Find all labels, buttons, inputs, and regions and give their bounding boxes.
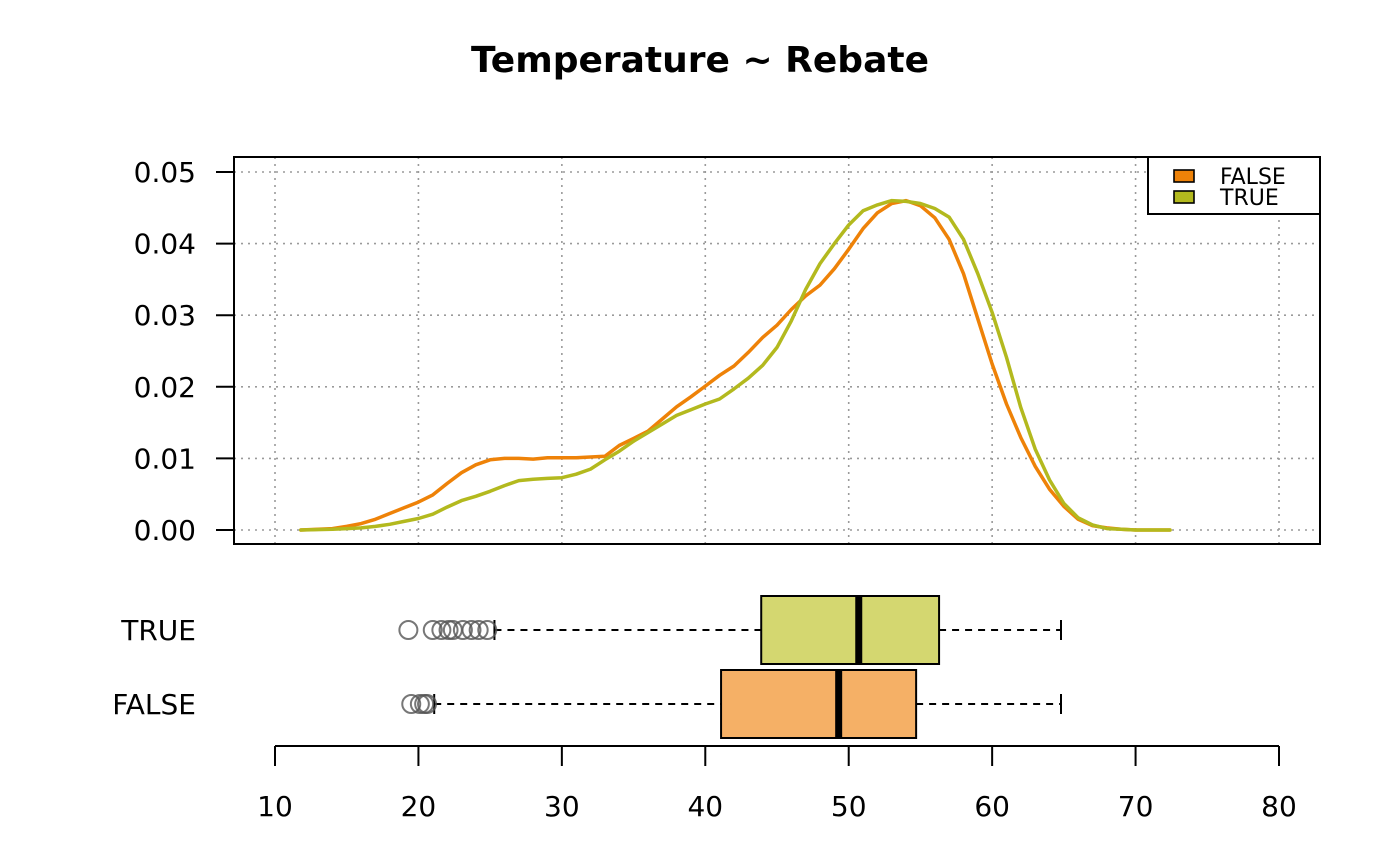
- y-tick-label: 0.05: [134, 156, 196, 189]
- density-line-true: [299, 198, 1172, 532]
- legend-box: [1147, 156, 1321, 215]
- outlier-point: [442, 620, 463, 640]
- x-tick-label: 30: [544, 790, 580, 823]
- outlier-point: [417, 694, 438, 714]
- x-tick-label: 10: [257, 790, 293, 823]
- x-tick-label: 50: [831, 790, 867, 823]
- y-tick-label: 0.03: [134, 299, 196, 332]
- y-tick-label: 0.04: [134, 228, 196, 261]
- outlier-point: [398, 620, 419, 640]
- y-tick-label: 0.00: [134, 514, 196, 547]
- y-tick-label: 0.01: [134, 442, 196, 475]
- outlier-point: [431, 620, 452, 640]
- legend-label-false: FALSE: [1220, 165, 1286, 190]
- boxplot-label-false: FALSE: [112, 688, 196, 721]
- density-plot-frame: [233, 156, 1321, 545]
- x-tick-label: 20: [401, 790, 437, 823]
- x-tick-label: 70: [1118, 790, 1154, 823]
- boxplot-label-true: TRUE: [120, 614, 196, 647]
- x-tick-label: 60: [974, 790, 1010, 823]
- box-iqr: [760, 595, 941, 665]
- x-tick-label: 40: [687, 790, 723, 823]
- y-tick-label: 0.02: [134, 371, 196, 404]
- chart-title: Temperature ~ Rebate: [471, 40, 929, 81]
- x-tick-label: 80: [1261, 790, 1297, 823]
- outlier-point: [461, 620, 482, 640]
- density-y-axis: 0.00 0.01 0.02 0.03 0.04 0.05: [134, 156, 234, 547]
- outlier-point: [422, 620, 443, 640]
- outlier-point: [452, 620, 473, 640]
- x-axis: 10 20 30 40 50 60 70 80: [257, 745, 1297, 823]
- boxplot-false: FALSE: [112, 669, 1062, 739]
- legend-swatch-false: [1173, 169, 1195, 183]
- outlier-point: [477, 620, 498, 640]
- legend-label-true: TRUE: [1219, 186, 1279, 211]
- legend-swatch-true: [1173, 190, 1195, 204]
- density-line-false: [299, 198, 1172, 532]
- outlier-point: [401, 694, 422, 714]
- outlier-point: [468, 620, 489, 640]
- boxplot-groups: TRUE FALSE: [112, 595, 1062, 739]
- box-iqr: [720, 669, 918, 739]
- density-lines: [299, 198, 1172, 532]
- boxplot-true: TRUE: [120, 595, 1062, 665]
- density-grid: [234, 157, 1320, 544]
- boxplot-panel: TRUE FALSE 10 20 30 40 50 60 70 80: [112, 595, 1297, 823]
